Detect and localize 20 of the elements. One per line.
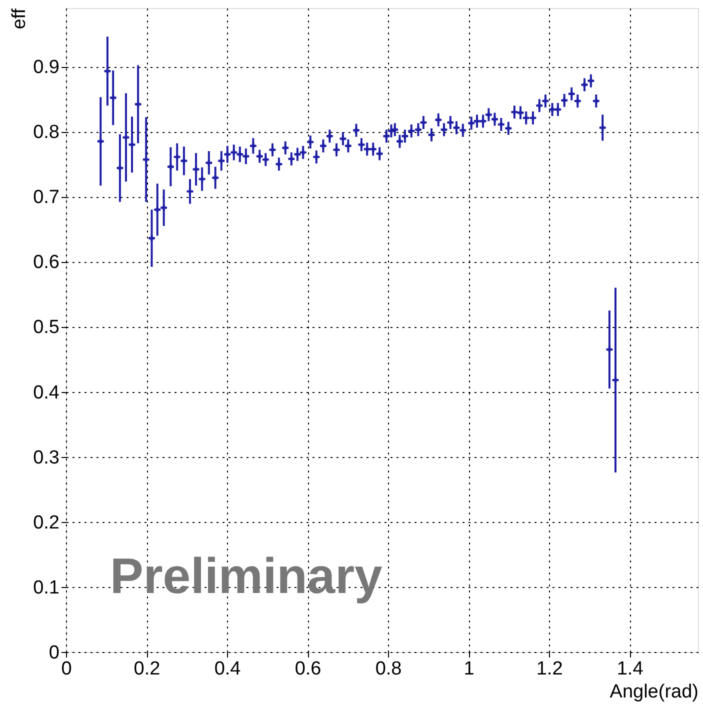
y-tick-label: 0.3 bbox=[33, 447, 60, 468]
x-tick-label: 0.8 bbox=[375, 658, 402, 680]
y-axis-title: eff bbox=[9, 8, 30, 30]
y-tick-label: 0.7 bbox=[33, 187, 60, 208]
y-tick-label: 0.1 bbox=[33, 577, 60, 598]
x-tick-label: 1.4 bbox=[616, 658, 644, 680]
y-tick-label: 0.8 bbox=[33, 122, 60, 144]
y-tick-label: 0.5 bbox=[33, 317, 60, 338]
annotation: Preliminary bbox=[110, 548, 383, 604]
x-axis-title: Angle(rad) bbox=[610, 682, 698, 702]
y-tick-label: 0.9 bbox=[33, 57, 60, 78]
x-tick-label: 0.6 bbox=[294, 658, 322, 680]
x-tick-label: 1.2 bbox=[536, 658, 563, 680]
x-tick-label: 0.4 bbox=[214, 658, 242, 680]
y-tick-label: 0.4 bbox=[33, 382, 60, 404]
x-tick-label: 0.2 bbox=[134, 658, 160, 680]
y-tick-label: 0.6 bbox=[33, 252, 60, 274]
x-tick-label: 1 bbox=[464, 658, 474, 680]
y-tick-label: 0.2 bbox=[33, 512, 60, 534]
y-tick-label: 0 bbox=[48, 642, 60, 664]
